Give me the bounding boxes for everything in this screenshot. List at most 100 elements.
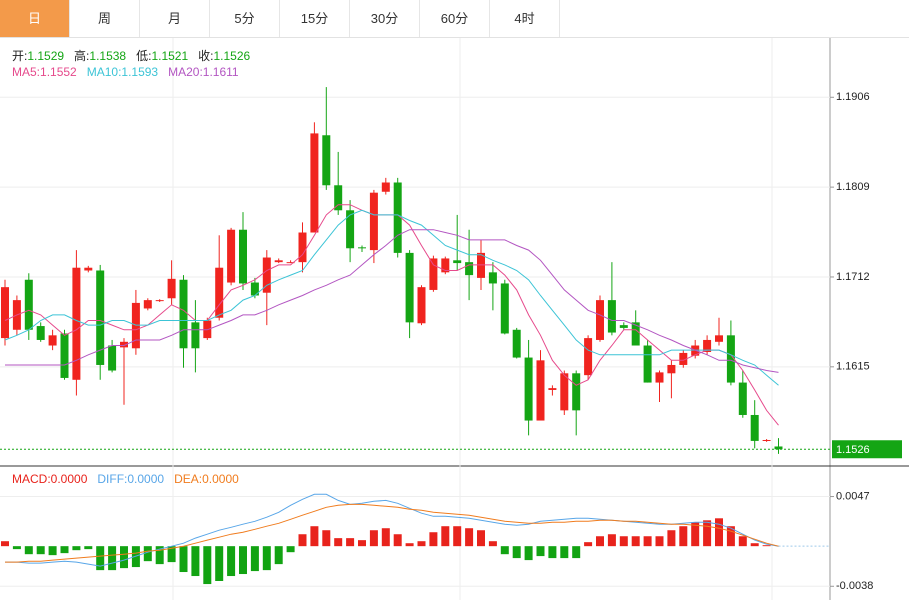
y-tick-label: 1.1809 xyxy=(836,181,870,193)
candle-body xyxy=(227,229,236,283)
candle-body xyxy=(108,345,117,371)
macd-bar xyxy=(179,546,188,573)
macd-legend-value: 0.0000 xyxy=(202,472,239,486)
period-tab[interactable]: 15分 xyxy=(280,0,350,37)
candle-body xyxy=(655,372,664,383)
macd-bar xyxy=(607,534,616,547)
ma-value: 1.1611 xyxy=(202,65,239,79)
macd-bar xyxy=(369,530,378,547)
macd-bar xyxy=(167,546,176,563)
panel: 0.0047 -0.0038 xyxy=(0,490,873,592)
macd-bar xyxy=(524,546,533,561)
macd-bar xyxy=(36,546,45,555)
macd-bar xyxy=(417,541,426,547)
period-tab[interactable]: 4时 xyxy=(490,0,560,37)
candle-body xyxy=(262,257,271,293)
period-tab[interactable]: 60分 xyxy=(420,0,490,37)
ohlc-label: 开: xyxy=(12,49,28,63)
ohlc-label: 高: xyxy=(74,49,90,63)
candle-body xyxy=(715,335,723,342)
candle-body xyxy=(286,262,295,264)
period-tab[interactable]: 日 xyxy=(0,0,70,37)
candle-body xyxy=(596,300,604,340)
macd-bar xyxy=(155,546,164,565)
candle-body xyxy=(643,345,652,383)
candle-body xyxy=(774,446,783,450)
candle-body xyxy=(36,326,45,340)
macd-bar xyxy=(572,546,581,559)
macd-bar xyxy=(643,536,652,547)
indicator-line xyxy=(4,209,779,386)
macd-bar xyxy=(310,526,319,547)
last-price-label: 1.1526 xyxy=(836,444,870,456)
macd-bar xyxy=(453,526,462,547)
period-tabs: 日周月 5分 15分 30分 60分 4时 xyxy=(0,0,909,38)
ohlc-value: 1.1529 xyxy=(27,49,65,63)
macd-bar xyxy=(488,541,497,547)
candle-body xyxy=(334,185,343,211)
period-tab[interactable]: 30分 xyxy=(350,0,420,37)
macd-legend-value: 0.0000 xyxy=(50,472,88,486)
candle-body xyxy=(143,300,152,309)
macd-legend-name: MACD: xyxy=(12,472,51,486)
candle-body xyxy=(417,287,426,324)
candle-body xyxy=(405,252,414,323)
macd-bar xyxy=(358,540,366,547)
ma-label: MA10: xyxy=(86,65,122,79)
candle-body xyxy=(465,262,474,276)
candle-body xyxy=(96,270,105,365)
macd-bar xyxy=(262,546,271,571)
macd-bar xyxy=(203,546,212,585)
macd-bar xyxy=(191,546,200,577)
macd-bar xyxy=(762,545,771,547)
macd-bar xyxy=(560,546,569,559)
macd-bar xyxy=(667,530,676,547)
candle-body xyxy=(703,339,712,352)
candle-body xyxy=(346,210,355,249)
macd-legend-name: DEA: xyxy=(174,472,203,486)
period-tab[interactable]: 周 xyxy=(70,0,140,37)
ohlc-value: 1.1526 xyxy=(213,49,251,63)
candle-body xyxy=(215,267,224,318)
y-tick-label: 1.1615 xyxy=(836,361,870,373)
macd-bar xyxy=(465,528,474,547)
period-tab[interactable]: 月 xyxy=(140,0,210,37)
candle-body xyxy=(191,322,200,349)
ohlc-value: 1.1538 xyxy=(89,49,127,63)
ma-value: 1.1593 xyxy=(121,65,159,79)
macd-bar xyxy=(60,546,69,554)
candle-body xyxy=(369,192,378,251)
period-tab[interactable]: 5分 xyxy=(210,0,280,37)
candle-body xyxy=(381,182,390,192)
macd-bar xyxy=(477,530,485,547)
macd-bar xyxy=(215,546,224,581)
macd-bar xyxy=(715,518,723,547)
candle-body xyxy=(72,267,81,380)
candle-body xyxy=(1,287,9,339)
macd-bar xyxy=(679,526,688,547)
macd-bar xyxy=(738,536,747,547)
macd-bar xyxy=(393,534,402,547)
macd-bar xyxy=(512,546,521,559)
macd-bar xyxy=(405,543,414,547)
macd-bar xyxy=(703,520,712,547)
candle-body xyxy=(239,229,247,284)
last-price-tag xyxy=(832,440,902,459)
indicator-line xyxy=(5,229,779,373)
candle-body xyxy=(584,338,593,376)
macd-bar xyxy=(346,538,355,547)
macd-bar xyxy=(750,543,759,547)
macd-bar xyxy=(536,546,545,557)
macd-legend-value: 0.0000 xyxy=(127,472,165,486)
candle-body xyxy=(322,135,331,186)
ma-value: 1.1552 xyxy=(40,65,77,79)
macd-bar xyxy=(12,546,21,550)
macd-bar xyxy=(619,536,628,547)
macd-bar xyxy=(24,546,33,555)
macd-bar xyxy=(143,546,152,562)
candle-body xyxy=(738,382,747,415)
ma-label: MA20: xyxy=(168,65,203,79)
candle-body xyxy=(667,364,676,374)
candle-body xyxy=(750,414,759,441)
macd-bar xyxy=(334,538,343,547)
